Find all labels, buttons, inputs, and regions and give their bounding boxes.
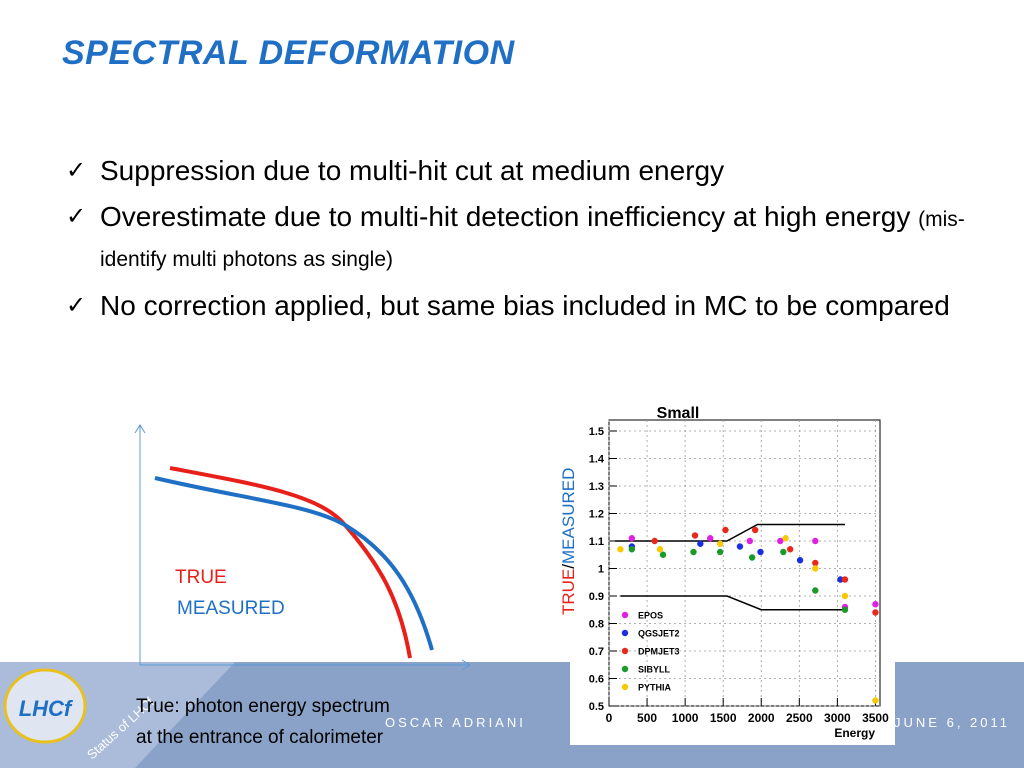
y-tick-label: 0.9 [589, 591, 604, 603]
data-point [691, 532, 699, 539]
bullet: No correction applied, but same bias inc… [66, 287, 970, 324]
data-point [628, 535, 636, 542]
data-point [872, 609, 879, 616]
y-tick-label: 1.5 [589, 426, 604, 438]
x-tick-label: 3000 [824, 711, 851, 725]
legend-marker [621, 665, 629, 673]
legend-label: EPOS [638, 611, 663, 621]
sketch-label: MEASURED [177, 598, 285, 619]
arrow-head [461, 659, 471, 671]
x-tick-label: 3500 [862, 711, 889, 725]
y-tick-label: 1.3 [589, 481, 604, 493]
caption: at the entrance of calorimeter [136, 727, 384, 748]
data-point [786, 546, 794, 553]
legend-marker [621, 629, 629, 637]
logo-text: LHCf [19, 696, 74, 721]
data-point [722, 526, 729, 534]
legend-label: PYTHIA [638, 683, 672, 693]
arrow-head [134, 424, 146, 434]
bullet-list: Suppression due to multi-hit cut at medi… [66, 152, 970, 333]
data-point [716, 548, 724, 556]
bullet: Suppression due to multi-hit cut at medi… [66, 152, 970, 189]
data-point [690, 548, 697, 556]
y-tick-label: 0.8 [589, 619, 604, 631]
bullet-text: Suppression due to multi-hit cut at medi… [100, 155, 725, 186]
y-axis-label: TRUE/MEASURED [559, 468, 578, 615]
y-tick-label: 1 [598, 564, 604, 576]
plot-title: Small [657, 405, 700, 422]
y-tick-label: 0.6 [589, 674, 604, 686]
data-point [841, 576, 849, 583]
data-point [777, 537, 784, 545]
caption: True: photon energy spectrum [136, 696, 390, 717]
bullet-text: No correction applied, but same bias inc… [100, 290, 950, 321]
bullet-text: Overestimate due to multi-hit detection … [100, 201, 911, 232]
x-tick-label: 2000 [748, 711, 775, 725]
data-point [716, 540, 724, 547]
data-point [812, 565, 819, 572]
legend-label: SIBYLL [638, 665, 671, 675]
x-tick-label: 1000 [672, 711, 699, 725]
sketch-label: TRUE [175, 567, 227, 588]
data-point [751, 526, 759, 534]
y-label-part: MEASURED [559, 468, 578, 564]
y-tick-label: 0.7 [589, 646, 604, 658]
data-point [812, 559, 819, 567]
data-point [872, 697, 879, 704]
data-point [656, 546, 664, 553]
legend-label: QGSJET2 [638, 629, 680, 639]
data-point [757, 548, 764, 556]
slide-title: SPECTRAL DEFORMATION [62, 34, 515, 72]
y-tick-label: 1.1 [589, 536, 604, 548]
data-point [707, 535, 714, 542]
x-tick-label: 1500 [710, 711, 737, 725]
data-point [841, 592, 849, 600]
data-point [651, 537, 658, 545]
y-tick-label: 1.2 [589, 509, 604, 521]
data-point [812, 587, 819, 594]
data-point [872, 601, 879, 608]
x-tick-label: 2500 [786, 711, 813, 725]
legend-marker [621, 611, 629, 619]
data-point [780, 548, 787, 556]
x-tick-label: 500 [637, 711, 657, 725]
data-point [617, 546, 624, 553]
data-point [782, 535, 789, 542]
y-label-part: / [559, 564, 578, 569]
legend-label: DPMJET3 [638, 647, 680, 657]
x-tick-label: 0 [606, 711, 613, 725]
data-point [748, 554, 756, 561]
y-label-part: TRUE [559, 569, 578, 615]
plot-background [570, 398, 895, 745]
legend-marker [621, 683, 629, 691]
x-axis-label: Energy [834, 726, 875, 740]
data-point [812, 537, 819, 545]
band-line [620, 595, 845, 611]
legend-marker [621, 647, 629, 655]
data-point [628, 546, 636, 553]
bullet: Overestimate due to multi-hit detection … [66, 198, 970, 278]
data-point [841, 606, 849, 613]
footer-author: OSCAR ADRIANI [385, 715, 526, 730]
footer-date: JUNE 6, 2011 [894, 715, 1010, 730]
data-point [736, 543, 744, 550]
data-point [697, 540, 704, 547]
logo [3, 668, 87, 744]
true-curve [169, 466, 412, 659]
band-line [615, 523, 845, 542]
measured-curve [154, 476, 434, 651]
data-point [659, 551, 667, 558]
data-point [837, 576, 844, 583]
y-tick-label: 1.4 [589, 454, 605, 466]
data-point [796, 557, 804, 564]
bullet-note: (mis-identify multi photons as single) [100, 208, 965, 271]
data-point [746, 537, 754, 545]
y-tick-label: 0.5 [589, 701, 604, 713]
